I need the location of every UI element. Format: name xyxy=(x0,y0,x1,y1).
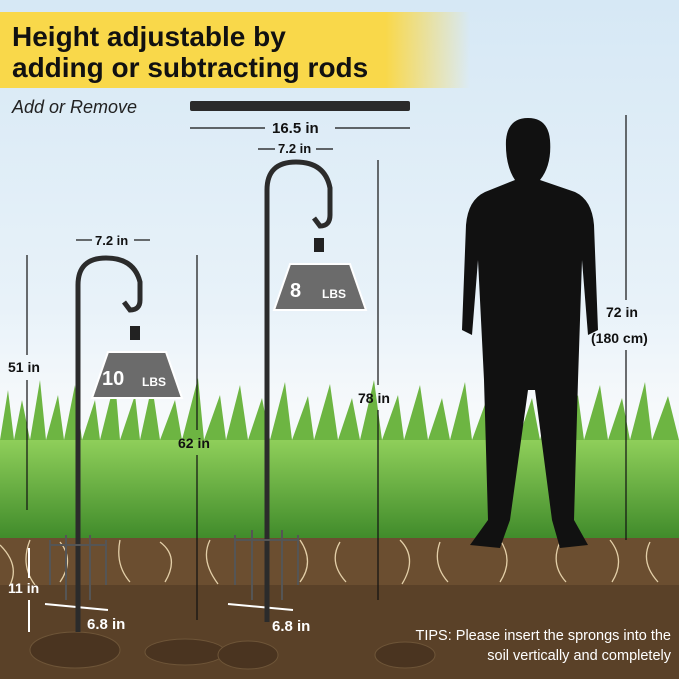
weight-8-value: 8 xyxy=(290,280,302,302)
weight-8-unit: LBS xyxy=(322,287,346,301)
tall-height-label: 78 in xyxy=(358,390,390,406)
prong-depth-label: 11 in xyxy=(8,580,40,596)
rod-length-label: 16.5 in xyxy=(272,120,319,137)
weight-10-unit: LBS xyxy=(142,375,166,389)
weight-10-value: 10 xyxy=(102,368,125,390)
subtitle: Add or Remove xyxy=(12,97,138,117)
weight-10-lbs xyxy=(90,326,184,399)
tips-line-1: TIPS: Please insert the sprongs into the xyxy=(415,628,672,644)
tips-line-2: soil vertically and completely xyxy=(487,648,671,664)
roots xyxy=(0,539,659,586)
soil xyxy=(0,585,679,679)
extension-rod xyxy=(190,101,410,111)
short-shepherd-hook xyxy=(49,255,143,632)
title-line-1: Height adjustable by xyxy=(12,21,286,52)
tall-prong-width-label: 6.8 in xyxy=(272,618,311,635)
person-height-label: 72 in xyxy=(606,304,638,320)
tall-hook-width-label: 7.2 in xyxy=(278,141,312,156)
person-height-metric: (180 cm) xyxy=(591,330,648,346)
short-prong-width-label: 6.8 in xyxy=(87,616,126,633)
title-line-2: adding or subtracting rods xyxy=(12,52,369,83)
measure-lines xyxy=(26,115,627,620)
stones xyxy=(29,631,436,670)
person-silhouette xyxy=(462,118,598,548)
tall-above-ground-label: 62 in xyxy=(178,435,210,451)
weight-8-lbs xyxy=(272,238,368,311)
short-hook-width-label: 7.2 in xyxy=(95,233,129,248)
title-banner xyxy=(0,12,470,88)
tall-shepherd-hook xyxy=(234,159,333,622)
short-height-label: 51 in xyxy=(8,359,40,375)
